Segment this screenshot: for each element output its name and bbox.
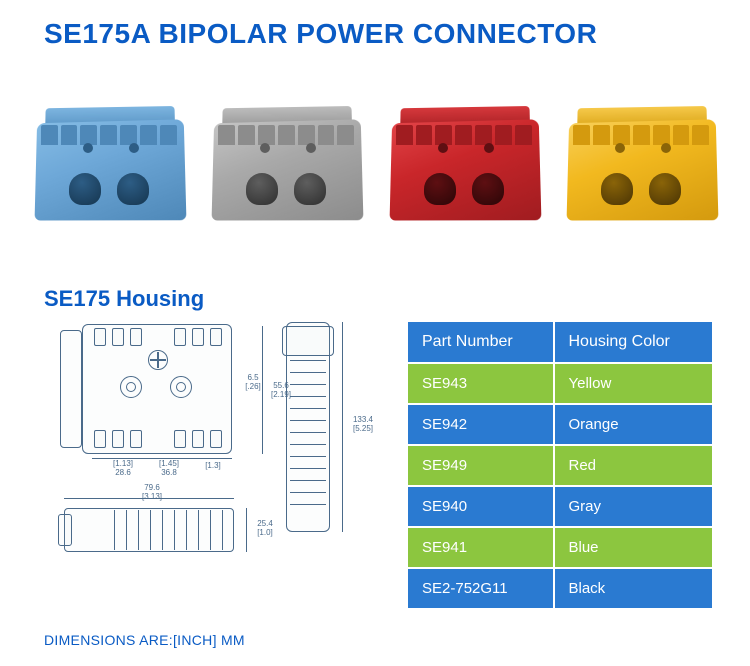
table-row: SE943Yellow bbox=[407, 363, 713, 404]
dimension-diagram: 6.5[.26] 55.6[2.19] [1.13]28.6 [1.45]36.… bbox=[44, 320, 394, 610]
connector-red bbox=[384, 85, 544, 255]
housing-table: Part Number Housing Color SE943Yellow SE… bbox=[406, 320, 714, 610]
table-row: SE942Orange bbox=[407, 404, 713, 445]
connector-blue bbox=[29, 85, 189, 255]
col-housing-color: Housing Color bbox=[554, 321, 714, 363]
page-title: SE175A BIPOLAR POWER CONNECTOR bbox=[0, 0, 750, 50]
table-row: SE941Blue bbox=[407, 527, 713, 568]
connector-yellow bbox=[561, 85, 721, 255]
table-row: SE949Red bbox=[407, 445, 713, 486]
table-header-row: Part Number Housing Color bbox=[407, 321, 713, 363]
table-row: SE2-752G11Black bbox=[407, 568, 713, 609]
col-part-number: Part Number bbox=[407, 321, 554, 363]
section-subtitle: SE175 Housing bbox=[0, 280, 750, 320]
dimensions-footnote: DIMENSIONS ARE:[INCH] MM bbox=[44, 632, 245, 648]
connector-gray bbox=[206, 85, 366, 255]
table-row: SE940Gray bbox=[407, 486, 713, 527]
product-image-row bbox=[0, 50, 750, 280]
